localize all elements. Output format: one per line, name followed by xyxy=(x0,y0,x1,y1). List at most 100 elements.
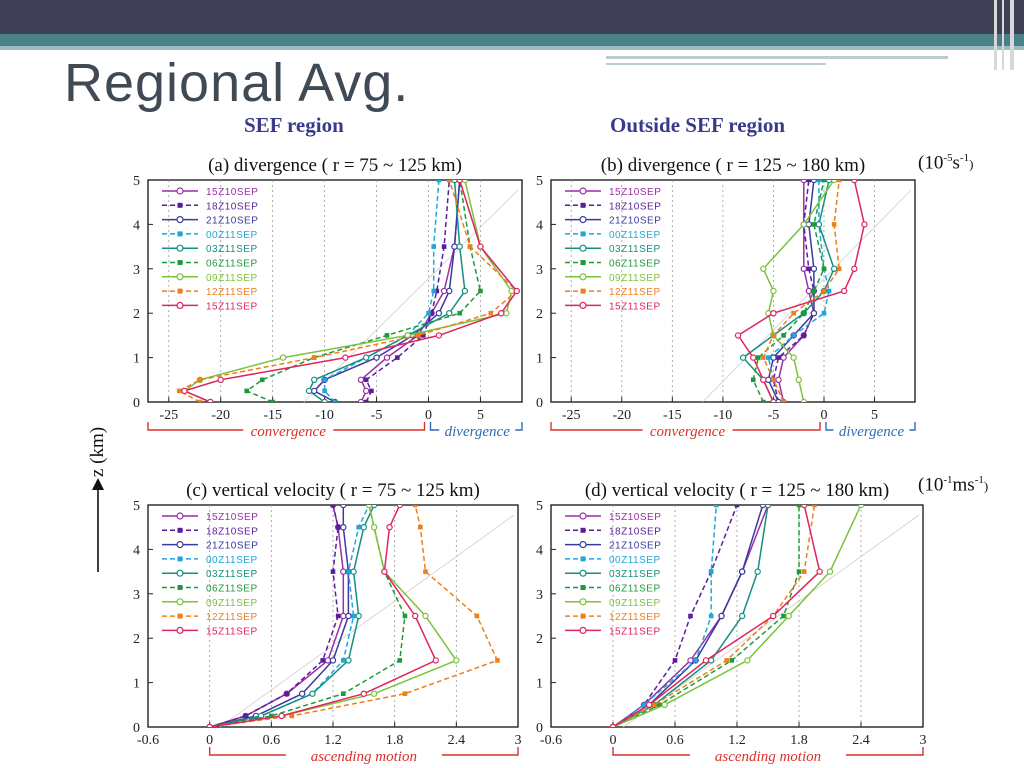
y-tick-label: 0 xyxy=(133,396,140,411)
data-point xyxy=(474,613,480,619)
data-point xyxy=(279,354,287,361)
data-point xyxy=(446,287,453,295)
label-mask xyxy=(833,424,910,438)
unit-exp: -1 xyxy=(943,474,953,486)
data-point xyxy=(503,310,510,317)
panel-a: (a) divergence ( r = 75 ~ 125 km) -25 -20 -… xyxy=(133,155,523,440)
legend-label: 18Z10SEP xyxy=(609,526,661,537)
legend-marker xyxy=(580,585,586,590)
region-label-sef: SEF region xyxy=(244,113,344,137)
series-line-21Z10SEP xyxy=(209,505,350,727)
legend-marker xyxy=(176,540,184,549)
unit-exp: -5 xyxy=(943,152,953,164)
data-point xyxy=(688,613,693,619)
x-tick-label: -10 xyxy=(315,408,334,423)
data-point xyxy=(432,657,439,664)
data-point xyxy=(446,310,453,317)
data-point xyxy=(770,310,777,317)
data-point xyxy=(800,221,807,228)
data-point xyxy=(805,287,813,295)
x-tick-label: 5 xyxy=(477,408,484,423)
y-tick-label: 5 xyxy=(536,499,543,514)
data-point xyxy=(207,398,214,402)
series-line-00Z11SEP xyxy=(612,505,718,727)
data-point xyxy=(764,505,772,509)
data-point xyxy=(775,398,782,402)
divergence-label: divergence xyxy=(445,424,511,440)
x-tick-label: 1.8 xyxy=(790,733,808,748)
y-tick-label: 1 xyxy=(133,352,140,367)
data-point xyxy=(244,388,249,394)
slide-deco-line xyxy=(1002,0,1004,70)
data-point xyxy=(395,355,400,360)
x-tick-label: 5 xyxy=(871,408,878,423)
legend-label: 21Z10SEP xyxy=(609,541,661,552)
data-point xyxy=(345,612,352,620)
data-point xyxy=(467,244,473,249)
ascending-label: ascending motion xyxy=(311,749,417,765)
data-point xyxy=(714,505,719,508)
data-point xyxy=(641,702,647,708)
data-point xyxy=(363,399,369,402)
slide-top-bar xyxy=(0,0,1024,34)
data-point xyxy=(181,387,188,395)
legend-label: 06Z11SEP xyxy=(609,259,661,270)
data-point xyxy=(800,398,807,402)
data-point xyxy=(810,180,818,184)
convergence-label: convergence xyxy=(650,424,726,440)
data-point xyxy=(738,568,746,575)
slide-accent-stripe xyxy=(0,46,1024,50)
data-point xyxy=(259,377,265,383)
label-mask xyxy=(285,749,442,763)
legend-marker xyxy=(176,273,184,281)
data-point xyxy=(826,568,834,575)
data-point xyxy=(508,287,515,295)
data-point xyxy=(402,691,408,696)
ascending-label: ascending motion xyxy=(715,749,821,765)
data-point xyxy=(451,180,458,184)
legend-marker xyxy=(580,527,586,533)
legend-marker xyxy=(176,216,184,224)
data-point xyxy=(431,288,436,294)
series-line-06Z11SEP xyxy=(612,505,800,727)
data-point xyxy=(759,505,767,509)
y-tick-label: 3 xyxy=(536,263,543,278)
legend-marker xyxy=(177,202,183,208)
data-point xyxy=(795,376,802,383)
legend-marker xyxy=(579,244,587,252)
data-point xyxy=(801,333,807,338)
data-point xyxy=(362,354,370,361)
data-point xyxy=(495,658,500,663)
panel-title: (c) vertical velocity ( r = 75 ~ 125 km) xyxy=(186,480,480,501)
data-point xyxy=(461,180,469,184)
legend-label: 12Z11SEP xyxy=(206,612,258,623)
data-point xyxy=(412,612,419,620)
data-point xyxy=(305,387,313,395)
data-point xyxy=(365,505,373,509)
y-tick-label: 5 xyxy=(133,499,140,514)
unit-part: (10 xyxy=(918,474,944,496)
data-point xyxy=(453,657,460,664)
data-point xyxy=(383,354,391,361)
data-point xyxy=(270,399,275,402)
y-tick-label: 4 xyxy=(536,543,543,558)
data-point xyxy=(322,388,327,394)
data-point xyxy=(750,377,756,383)
y-axis-arrowhead xyxy=(92,478,104,490)
legend-marker xyxy=(579,187,587,195)
data-point xyxy=(451,243,458,250)
x-tick-label: -20 xyxy=(612,408,631,423)
legend-label: 03Z11SEP xyxy=(609,244,661,255)
data-point xyxy=(342,354,349,361)
data-point xyxy=(718,612,725,620)
x-tick-label: 2.4 xyxy=(448,733,466,748)
data-point xyxy=(734,505,740,508)
data-point xyxy=(396,505,404,509)
legend-label: 15Z10SEP xyxy=(609,512,661,523)
data-point xyxy=(357,376,365,383)
data-point xyxy=(785,612,792,620)
data-point xyxy=(311,355,317,360)
slide-deco-line xyxy=(606,63,826,65)
data-point xyxy=(309,690,316,697)
data-point xyxy=(345,657,352,664)
